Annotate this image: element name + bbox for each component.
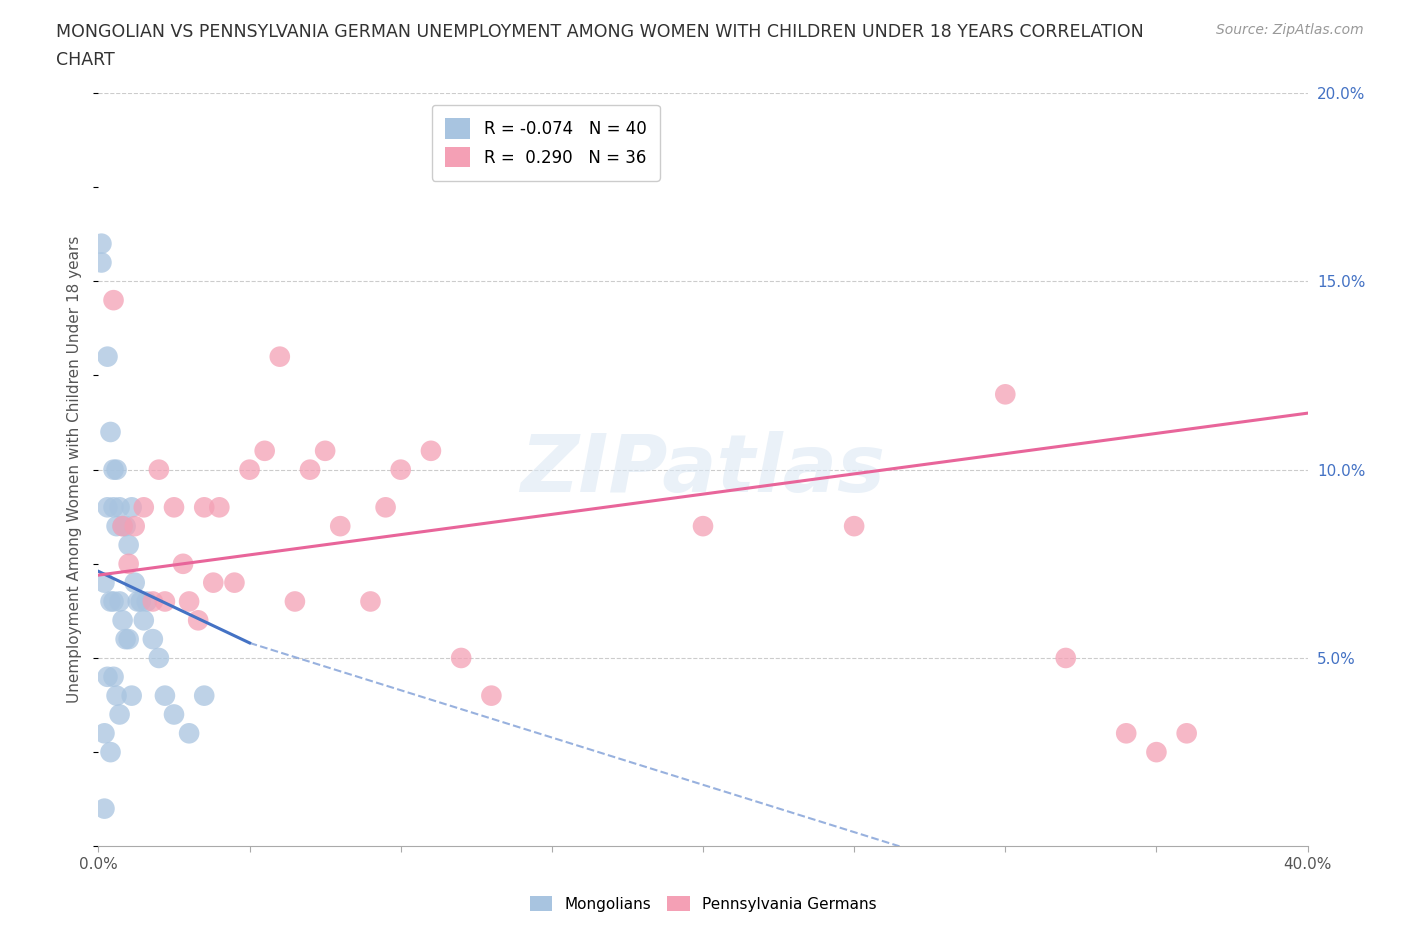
Point bbox=[253, 444, 276, 458]
Point bbox=[374, 500, 396, 515]
Point bbox=[111, 519, 134, 534]
Point bbox=[105, 462, 128, 477]
Point bbox=[179, 726, 201, 741]
Point bbox=[108, 707, 131, 722]
Point bbox=[153, 688, 176, 703]
Point bbox=[132, 500, 155, 515]
Point bbox=[121, 500, 143, 515]
Point bbox=[148, 651, 170, 666]
Point bbox=[118, 556, 141, 571]
Point bbox=[96, 349, 118, 364]
Point bbox=[142, 594, 165, 609]
Point bbox=[692, 519, 714, 534]
Point bbox=[389, 462, 412, 477]
Point bbox=[481, 688, 503, 703]
Point bbox=[103, 594, 125, 609]
Point bbox=[129, 594, 152, 609]
Point bbox=[90, 255, 112, 270]
Point bbox=[148, 462, 170, 477]
Point bbox=[142, 631, 165, 646]
Point bbox=[450, 651, 472, 666]
Point bbox=[208, 500, 231, 515]
Point bbox=[93, 726, 115, 741]
Point bbox=[100, 594, 122, 609]
Legend: R = -0.074   N = 40, R =  0.290   N = 36: R = -0.074 N = 40, R = 0.290 N = 36 bbox=[432, 105, 659, 180]
Point bbox=[284, 594, 307, 609]
Text: CHART: CHART bbox=[56, 51, 115, 69]
Text: Source: ZipAtlas.com: Source: ZipAtlas.com bbox=[1216, 23, 1364, 37]
Point bbox=[193, 688, 215, 703]
Point bbox=[187, 613, 209, 628]
Point bbox=[100, 424, 122, 440]
Point bbox=[118, 631, 141, 646]
Point bbox=[360, 594, 382, 609]
Point bbox=[124, 519, 146, 534]
Point bbox=[111, 519, 134, 534]
Point bbox=[103, 500, 125, 515]
Point bbox=[179, 594, 201, 609]
Point bbox=[224, 575, 246, 591]
Point bbox=[121, 688, 143, 703]
Point bbox=[135, 594, 157, 609]
Point bbox=[163, 500, 186, 515]
Point bbox=[132, 613, 155, 628]
Point bbox=[239, 462, 262, 477]
Point bbox=[163, 707, 186, 722]
Point bbox=[114, 631, 136, 646]
Point bbox=[172, 556, 194, 571]
Point bbox=[193, 500, 215, 515]
Text: MONGOLIAN VS PENNSYLVANIA GERMAN UNEMPLOYMENT AMONG WOMEN WITH CHILDREN UNDER 18: MONGOLIAN VS PENNSYLVANIA GERMAN UNEMPLO… bbox=[56, 23, 1144, 41]
Point bbox=[105, 519, 128, 534]
Point bbox=[1115, 726, 1137, 741]
Y-axis label: Unemployment Among Women with Children Under 18 years: Unemployment Among Women with Children U… bbox=[67, 236, 83, 703]
Point bbox=[96, 500, 118, 515]
Point bbox=[93, 802, 115, 817]
Point bbox=[202, 575, 225, 591]
Point bbox=[111, 613, 134, 628]
Point bbox=[103, 670, 125, 684]
Point bbox=[103, 462, 125, 477]
Point bbox=[1175, 726, 1198, 741]
Point bbox=[994, 387, 1017, 402]
Point bbox=[124, 575, 146, 591]
Point bbox=[299, 462, 322, 477]
Point bbox=[100, 745, 122, 760]
Point bbox=[118, 538, 141, 552]
Point bbox=[1054, 651, 1077, 666]
Point bbox=[114, 519, 136, 534]
Legend: Mongolians, Pennsylvania Germans: Mongolians, Pennsylvania Germans bbox=[523, 889, 883, 918]
Point bbox=[1144, 745, 1167, 760]
Point bbox=[127, 594, 149, 609]
Point bbox=[269, 349, 291, 364]
Point bbox=[96, 670, 118, 684]
Point bbox=[844, 519, 866, 534]
Point bbox=[420, 444, 443, 458]
Point bbox=[90, 236, 112, 251]
Point bbox=[108, 500, 131, 515]
Point bbox=[314, 444, 336, 458]
Point bbox=[93, 575, 115, 591]
Point bbox=[153, 594, 176, 609]
Text: ZIPatlas: ZIPatlas bbox=[520, 431, 886, 509]
Point bbox=[105, 688, 128, 703]
Point bbox=[103, 293, 125, 308]
Point bbox=[108, 594, 131, 609]
Point bbox=[329, 519, 352, 534]
